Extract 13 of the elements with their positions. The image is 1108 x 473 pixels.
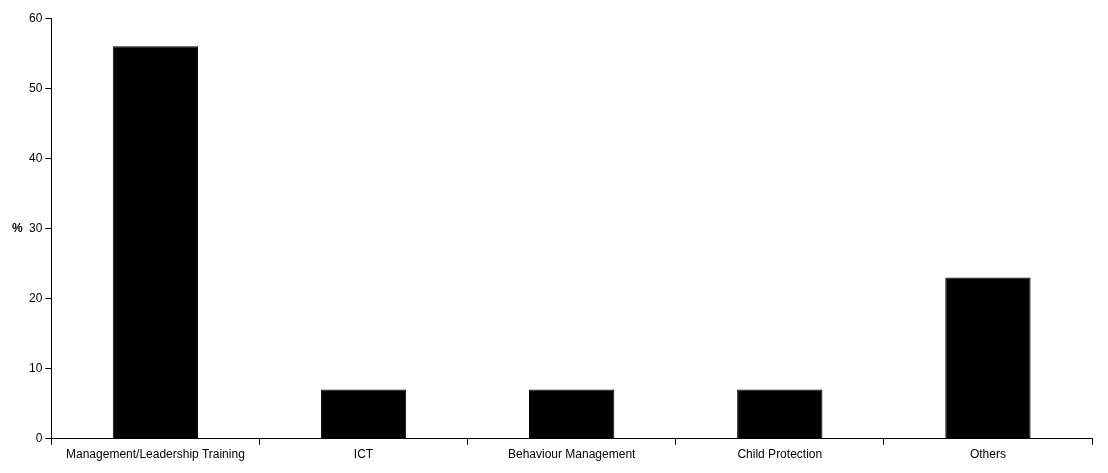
- y-tick-label: 60: [28, 10, 43, 25]
- y-tick-label: 10: [28, 360, 43, 375]
- y-tick-label: 20: [28, 290, 43, 305]
- y-tick-label: 30: [28, 220, 43, 235]
- x-tick-label: ICT: [353, 447, 374, 462]
- y-axis-title: %: [12, 220, 23, 235]
- y-tick-label: 40: [28, 150, 43, 165]
- y-tick-label: 50: [28, 80, 43, 95]
- y-tick-label: 0: [35, 430, 43, 445]
- x-tick-label: Others: [969, 447, 1006, 462]
- x-tick-label: Behaviour Management: [507, 447, 637, 462]
- x-tick-label: Management/Leadership Training: [66, 447, 245, 462]
- x-tick-label: Child Protection: [737, 447, 823, 462]
